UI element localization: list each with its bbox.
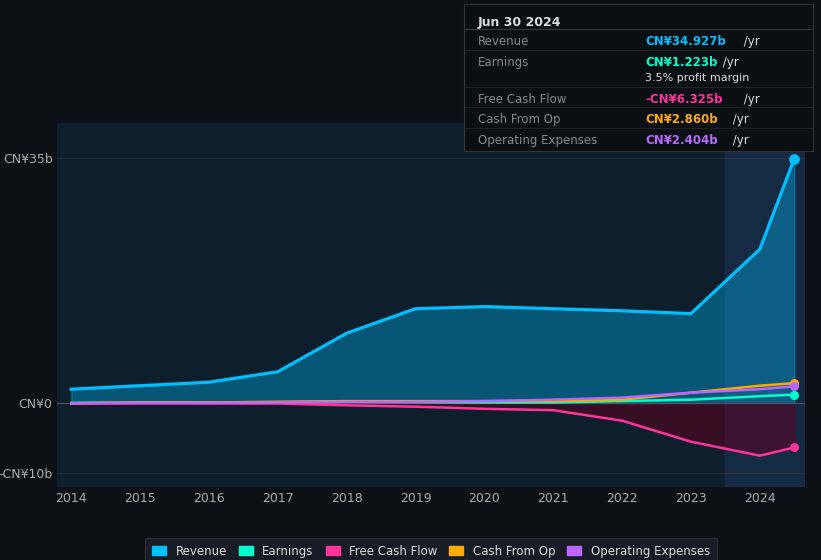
Text: 3.5% profit margin: 3.5% profit margin [645,73,750,83]
Text: Revenue: Revenue [478,35,530,48]
Text: Free Cash Flow: Free Cash Flow [478,92,566,105]
Text: CN¥1.223b: CN¥1.223b [645,56,718,69]
Bar [726,123,805,487]
Text: /yr: /yr [740,92,759,105]
Text: CN¥2.404b: CN¥2.404b [645,134,718,147]
Text: Earnings: Earnings [478,56,530,69]
Text: Cash From Op: Cash From Op [478,113,560,126]
Text: CN¥34.927b: CN¥34.927b [645,35,726,48]
Text: /yr: /yr [729,134,749,147]
Point [787,390,800,399]
Point [787,154,800,163]
Point [787,379,800,388]
Text: /yr: /yr [718,56,738,69]
Text: /yr: /yr [740,35,759,48]
Text: CN¥2.860b: CN¥2.860b [645,113,718,126]
Text: Operating Expenses: Operating Expenses [478,134,597,147]
Point [787,443,800,452]
Text: -CN¥6.325b: -CN¥6.325b [645,92,722,105]
Point [787,382,800,391]
Text: /yr: /yr [729,113,749,126]
Legend: Revenue, Earnings, Free Cash Flow, Cash From Op, Operating Expenses: Revenue, Earnings, Free Cash Flow, Cash … [144,538,718,560]
Text: Jun 30 2024: Jun 30 2024 [478,16,562,29]
